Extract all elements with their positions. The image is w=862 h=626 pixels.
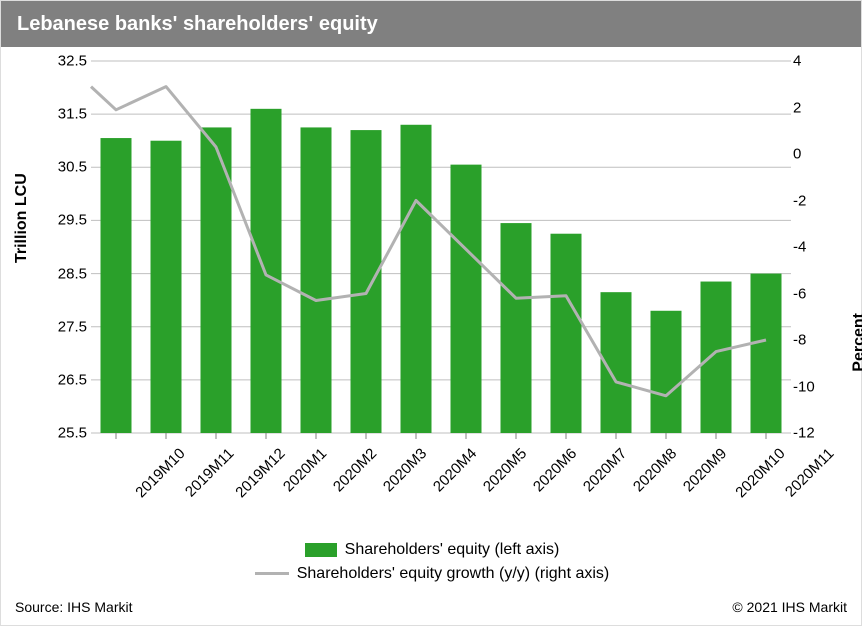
y-right-tick: 0	[793, 146, 823, 163]
y-left-tick: 28.5	[47, 265, 87, 282]
y-left-axis-label: Trillion LCU	[13, 173, 31, 263]
legend-label-line: Shareholders' equity growth (y/y) (right…	[297, 565, 610, 583]
bar	[651, 311, 682, 433]
x-tick-label: 2019M10	[132, 445, 188, 501]
x-tick-label: 2020M1	[280, 445, 330, 495]
x-tick-label: 2020M6	[530, 445, 580, 495]
bar	[451, 165, 482, 433]
plot-svg	[91, 61, 791, 433]
x-tick-label: 2020M2	[330, 445, 380, 495]
bar	[751, 274, 782, 433]
x-tick-label: 2020M4	[430, 445, 480, 495]
x-tick-label: 2020M5	[480, 445, 530, 495]
legend-swatch-line	[255, 572, 289, 575]
bar	[301, 127, 332, 433]
y-left-tick: 30.5	[47, 159, 87, 176]
x-axis-ticks: 2019M102019M112019M122020M12020M22020M32…	[91, 439, 791, 519]
plot	[91, 61, 791, 433]
bar	[701, 282, 732, 433]
y-left-tick: 31.5	[47, 106, 87, 123]
y-right-axis-label: Percent	[851, 313, 862, 372]
bar	[501, 223, 532, 433]
y-left-tick: 29.5	[47, 212, 87, 229]
y-right-tick: 4	[793, 53, 823, 70]
bar	[151, 141, 182, 433]
footer: Source: IHS Markit © 2021 IHS Markit	[15, 599, 847, 615]
legend-label-bar: Shareholders' equity (left axis)	[345, 541, 560, 559]
x-tick-label: 2020M10	[732, 445, 788, 501]
source-text: Source: IHS Markit	[15, 599, 132, 615]
x-tick-label: 2020M7	[580, 445, 630, 495]
chart-area: Trillion LCU Percent 25.5 26.5 27.5 28.5 29.…	[1, 53, 862, 493]
x-tick-label: 2020M9	[680, 445, 730, 495]
x-tick-label: 2020M8	[630, 445, 680, 495]
y-right-tick: -2	[793, 192, 823, 209]
chart-title: Lebanese banks' shareholders' equity	[17, 13, 378, 36]
y-left-tick: 26.5	[47, 371, 87, 388]
y-right-tick: -8	[793, 332, 823, 349]
legend-swatch-bar	[305, 543, 337, 557]
bar	[101, 138, 132, 433]
title-bar: Lebanese banks' shareholders' equity	[1, 1, 861, 47]
x-tick-label: 2020M11	[782, 445, 837, 500]
y-right-tick: -12	[793, 425, 823, 442]
y-right-tick: -10	[793, 378, 823, 395]
legend: Shareholders' equity (left axis) Shareho…	[1, 541, 862, 583]
x-tick-label: 2019M12	[232, 445, 288, 501]
legend-item-bar: Shareholders' equity (left axis)	[305, 541, 560, 559]
x-tick-label: 2020M3	[380, 445, 430, 495]
x-tick-label: 2019M11	[182, 445, 237, 500]
y-right-tick: -4	[793, 239, 823, 256]
y-right-tick: -6	[793, 285, 823, 302]
copyright-text: © 2021 IHS Markit	[732, 599, 847, 615]
bar	[551, 234, 582, 433]
y-left-tick: 32.5	[47, 53, 87, 70]
y-left-tick: 27.5	[47, 318, 87, 335]
bar	[351, 130, 382, 433]
legend-item-line: Shareholders' equity growth (y/y) (right…	[255, 565, 610, 583]
y-right-tick: 2	[793, 99, 823, 116]
y-left-tick: 25.5	[47, 425, 87, 442]
bar	[401, 125, 432, 433]
